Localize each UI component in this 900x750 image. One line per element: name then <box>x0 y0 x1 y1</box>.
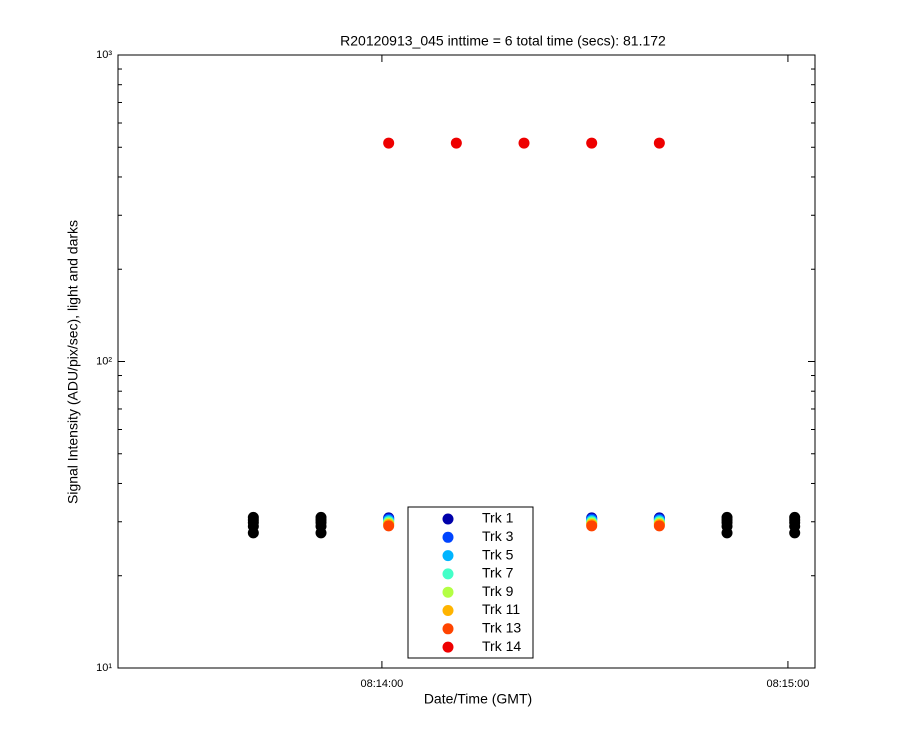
legend <box>407 506 534 659</box>
legend-label: Trk 1 <box>482 510 514 526</box>
point <box>315 511 327 523</box>
point <box>383 137 395 149</box>
legend-label: Trk 3 <box>482 528 514 544</box>
legend-marker <box>442 513 454 525</box>
point <box>789 511 801 523</box>
y-tick-label: 10² <box>96 355 112 367</box>
x-tick-label: 08:14:00 <box>360 678 403 690</box>
x-tick-label: 08:15:00 <box>767 678 810 690</box>
y-tick-label: 10³ <box>96 49 112 61</box>
legend-marker <box>442 641 454 653</box>
legend-label: Trk 9 <box>482 583 514 599</box>
legend-marker <box>442 586 454 598</box>
point <box>653 520 665 532</box>
legend-marker <box>442 623 454 635</box>
legend-label: Trk 5 <box>482 546 514 562</box>
legend-marker <box>442 568 454 580</box>
legend-marker <box>442 605 454 616</box>
legend-marker <box>442 531 454 543</box>
point <box>383 520 395 532</box>
point <box>518 137 530 149</box>
legend-marker <box>442 550 454 562</box>
point <box>721 511 733 523</box>
x-axis-label: Date/Time (GMT) <box>424 691 532 707</box>
y-axis-label: Signal Intensity (ADU/pix/sec), light an… <box>65 220 81 504</box>
legend-label: Trk 13 <box>482 620 521 636</box>
legend-label: Trk 14 <box>482 638 521 654</box>
point <box>586 520 598 532</box>
y-tick-label: 10¹ <box>96 662 112 674</box>
legend-label: Trk 7 <box>482 565 514 581</box>
point <box>586 137 598 149</box>
point <box>247 511 259 523</box>
point <box>653 137 665 149</box>
chart-title: R20120913_045 inttime = 6 total time (se… <box>340 33 666 49</box>
point <box>450 137 462 149</box>
legend-label: Trk 11 <box>482 601 520 617</box>
